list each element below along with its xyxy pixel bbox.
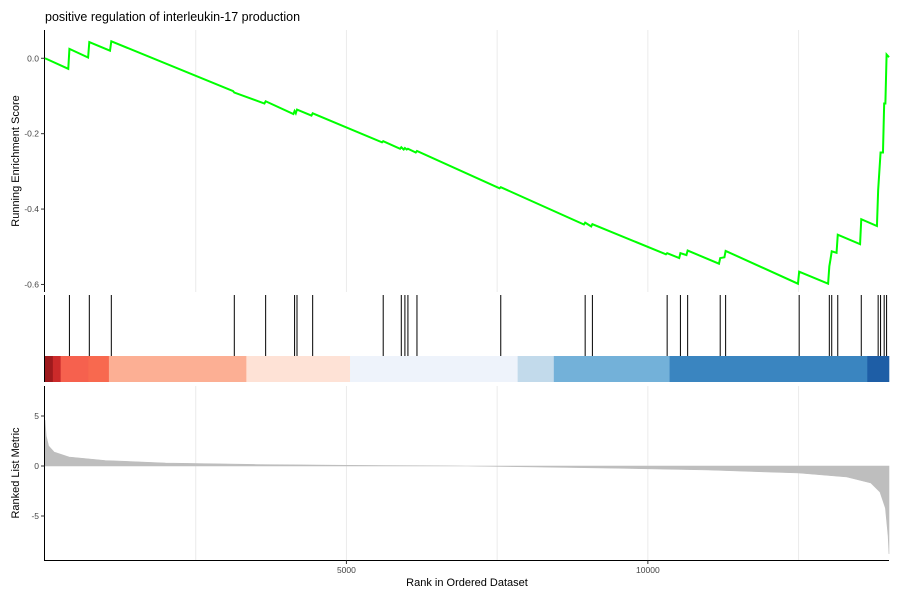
running-score-grid [195, 30, 800, 292]
color-bar-segment [350, 356, 518, 382]
hits-panel [44, 295, 890, 382]
color-bar-segment [52, 356, 61, 382]
ranked-metric-y-ticks: 5 0 -5 [31, 411, 45, 521]
color-bar-segment [108, 356, 247, 382]
running-score-y-tick-label: -0.4 [24, 204, 39, 214]
ranked-metric-panel: 5 0 -5 5000 10000 Ranked List Metric Rank i… [10, 386, 890, 589]
ranked-metric-x-ticks: 5000 10000 [337, 560, 660, 575]
color-bar-segment [867, 356, 890, 382]
running-score-y-label: Running Enrichment Score [10, 95, 22, 226]
running-score-y-ticks: 0.0 -0.2 -0.4 -0.6 [24, 53, 45, 289]
color-bar-segment [88, 356, 110, 382]
ranked-metric-grid [195, 386, 800, 561]
running-score-y-tick-label: -0.2 [24, 129, 39, 139]
rank-color-bar [45, 356, 890, 382]
color-bar-segment [553, 356, 670, 382]
ranked-metric-y-tick-label: -5 [31, 511, 39, 521]
color-bar-segment [246, 356, 351, 382]
color-bar-segment [669, 356, 868, 382]
ranked-metric-y-label: Ranked List Metric [10, 427, 22, 519]
x-tick-label: 5000 [337, 565, 356, 575]
color-bar-segment [517, 356, 555, 382]
running-score-y-tick-label: -0.6 [24, 279, 39, 289]
color-bar-segment [45, 356, 54, 382]
color-bar-segment [60, 356, 89, 382]
x-axis-label: Rank in Ordered Dataset [406, 577, 528, 589]
running-score-line [44, 39, 890, 286]
ranked-metric-y-tick-label: 5 [34, 411, 39, 421]
chart-title: positive regulation of interleukin-17 pr… [45, 10, 300, 24]
running-score-y-tick-label: 0.0 [27, 53, 39, 63]
x-tick-label: 10000 [636, 565, 660, 575]
ranked-metric-y-tick-label: 0 [34, 461, 39, 471]
running-score-panel: 0.0 -0.2 -0.4 -0.6 Running Enrichment Score [10, 30, 890, 292]
ranked-metric-area [44, 419, 890, 555]
